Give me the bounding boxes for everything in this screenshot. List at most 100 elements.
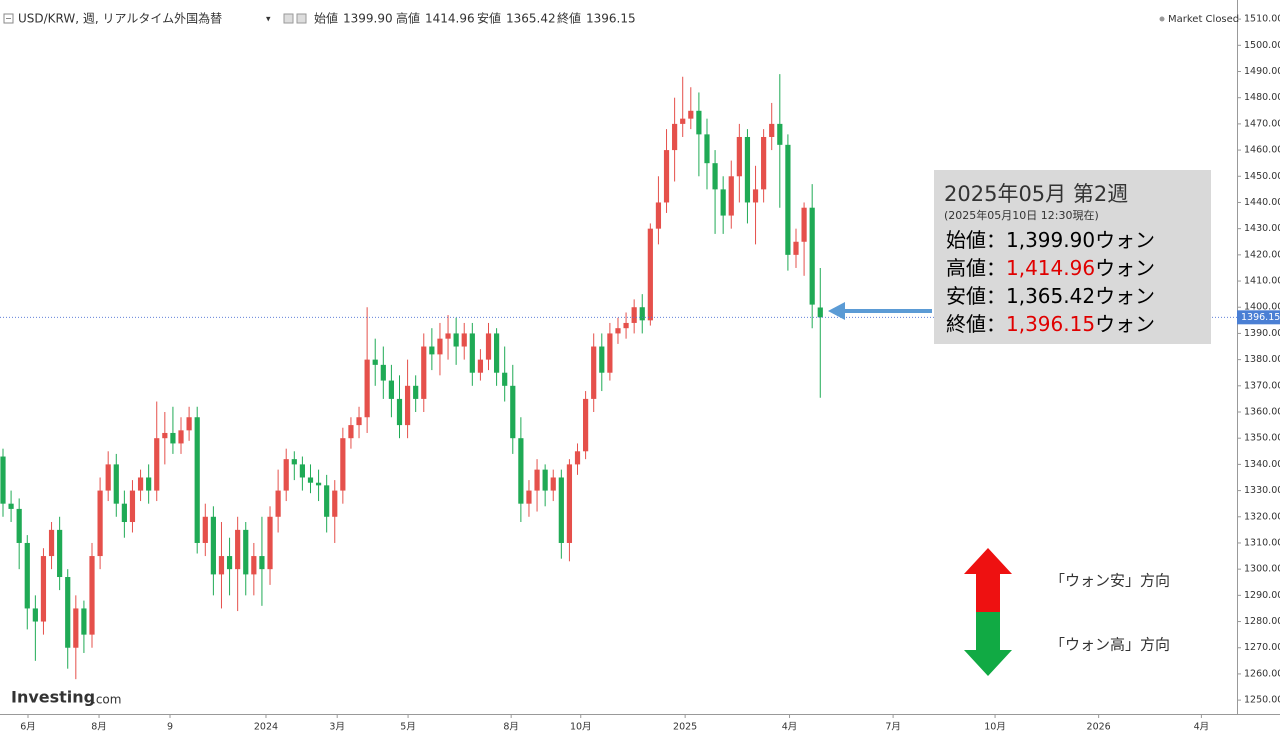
candle-body (299, 464, 305, 478)
pointer-arrow-head (828, 302, 845, 320)
y-tick-label: 1390.00 (1244, 328, 1280, 339)
y-tick-label: 1260.00 (1244, 668, 1280, 679)
y-tick-label: 1490.00 (1244, 66, 1280, 77)
annotation-value: 1,399.90 (1006, 228, 1095, 252)
candle-body (356, 417, 362, 426)
candle-body (324, 485, 330, 517)
candle-body (809, 207, 815, 305)
candle-body (672, 123, 678, 151)
y-tick-label: 1300.00 (1244, 564, 1280, 575)
candle-body (186, 417, 192, 431)
close-value: 1396.15 (586, 12, 636, 26)
x-tick-label: 5月 (400, 722, 416, 733)
candle-body (202, 516, 208, 543)
candle-body (210, 516, 216, 575)
x-tick-label: 10月 (570, 722, 592, 733)
down-direction-label: 「ウォン高」方向 (1050, 636, 1170, 654)
y-tick-label: 1500.00 (1244, 40, 1280, 51)
dropdown-icon[interactable]: ▾ (266, 15, 271, 25)
y-tick-label: 1380.00 (1244, 354, 1280, 365)
y-tick-label: 1430.00 (1244, 223, 1280, 234)
high-value: 1414.96 (425, 12, 475, 26)
candle-body (162, 432, 168, 439)
candle-body (170, 432, 176, 444)
annotation-label: 安値： (946, 284, 1006, 308)
candle-body (404, 385, 411, 426)
logo: Investing .com (11, 688, 121, 707)
candle-body (146, 477, 152, 491)
annotation-label: 終値： (946, 312, 1006, 336)
candle-body (40, 556, 47, 622)
annotation-value: 1,414.96 (1006, 256, 1095, 280)
candle-body (194, 417, 200, 543)
y-tick-label: 1410.00 (1244, 276, 1280, 287)
y-tick-label: 1330.00 (1244, 485, 1280, 496)
candle-body (105, 464, 111, 491)
annotation-box (934, 170, 1211, 344)
candle-body (283, 459, 289, 491)
candle-body (24, 542, 30, 609)
annotation-label: 高値： (946, 256, 1006, 280)
candle-body (493, 333, 500, 373)
candle-body (121, 503, 127, 523)
last-price-label: 1396.15 (1241, 312, 1280, 323)
candle-body (48, 529, 55, 557)
candle-body (113, 464, 119, 504)
candle-body (801, 207, 807, 242)
candle-body (243, 529, 249, 575)
candle-body (396, 398, 403, 426)
candle-body (57, 529, 63, 578)
candle-body (453, 333, 459, 347)
candle-body (680, 118, 686, 124)
candle-body (97, 490, 103, 557)
candle-body (65, 577, 71, 648)
candle-body (574, 451, 581, 465)
candle-body (291, 459, 297, 465)
settings-icon[interactable] (283, 13, 294, 24)
y-tick-label: 1340.00 (1244, 459, 1280, 470)
low-value: 1365.42 (506, 12, 556, 26)
annotation-unit: ウォン (1095, 284, 1155, 308)
candle-body (218, 556, 225, 575)
candle-body (89, 556, 95, 635)
candle-body (332, 490, 338, 517)
candle-body (550, 477, 556, 491)
candle-body (510, 385, 516, 439)
candle-body (769, 123, 775, 137)
candle-body (623, 322, 629, 329)
annotation-label: 始値： (946, 228, 1006, 252)
candle-body (655, 202, 662, 229)
candle-body (631, 307, 637, 323)
x-tick-label: 4月 (1194, 722, 1210, 733)
header: USD/KRW, 週, リアルタイム外国為替 ▾ 始値 1399.90 高値 1… (3, 11, 1239, 26)
candle-body (437, 338, 443, 355)
up-arrow (964, 548, 1012, 612)
candle-body (445, 333, 451, 339)
annotation-subtitle: (2025年05月10日 12:30現在) (944, 208, 1099, 222)
candle-body (777, 123, 783, 145)
y-tick-label: 1440.00 (1244, 197, 1280, 208)
annotation-value: 1,396.15 (1006, 312, 1095, 336)
candle-body (461, 333, 467, 347)
candle-body (599, 346, 605, 373)
candle-body (235, 529, 241, 570)
y-tick-label: 1460.00 (1244, 145, 1280, 156)
candle-body (736, 136, 742, 177)
candle-body (154, 438, 160, 491)
x-tick-label: 10月 (984, 722, 1006, 733)
candle-body (348, 425, 354, 439)
candle-body (566, 464, 573, 543)
candle-body (307, 477, 314, 483)
candle-body (526, 490, 532, 504)
y-tick-label: 1310.00 (1244, 537, 1280, 548)
settings-icon[interactable] (296, 13, 307, 24)
collapse-icon[interactable] (3, 13, 14, 24)
candle-body (32, 608, 38, 622)
candle-body (502, 372, 508, 386)
direction-legend: 「ウォン安」方向 「ウォン高」方向 (964, 548, 1170, 676)
candle-body (704, 134, 710, 164)
y-tick-label: 1450.00 (1244, 171, 1280, 182)
x-tick-label: 8月 (503, 722, 519, 733)
logo-main: Investing (11, 688, 95, 707)
candle-body (226, 556, 233, 570)
